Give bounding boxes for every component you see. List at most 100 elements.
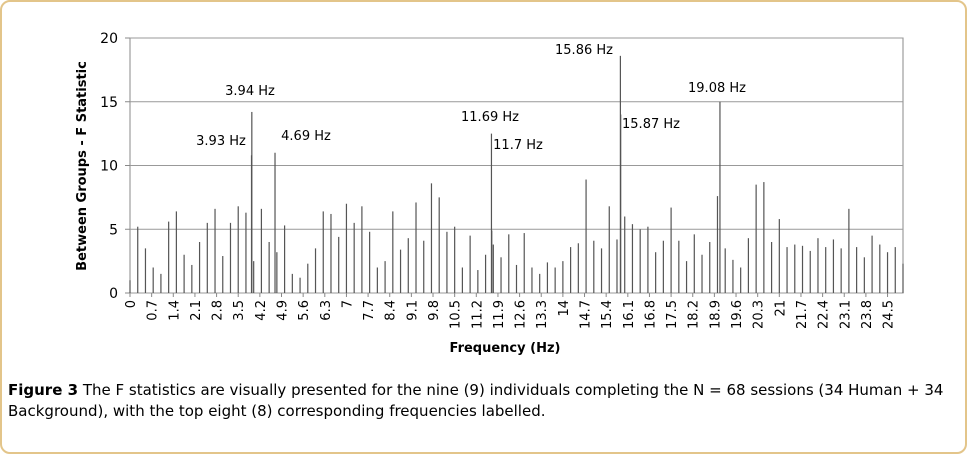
bar <box>620 114 622 293</box>
bar <box>709 242 711 293</box>
bar <box>152 267 154 293</box>
x-tick-label: 14.7 <box>579 300 594 329</box>
bar <box>338 236 340 293</box>
bar <box>894 247 896 293</box>
x-tick-label: 6.3 <box>319 300 334 321</box>
bar <box>251 111 253 293</box>
bar <box>608 206 610 293</box>
bar <box>879 244 881 293</box>
x-tick-label: 0 <box>124 300 139 308</box>
bar <box>740 267 742 293</box>
x-tick-label: 18.9 <box>708 300 723 329</box>
bar <box>454 226 456 293</box>
bar <box>546 262 549 293</box>
bar <box>871 235 873 293</box>
y-tick-label: 10 <box>100 159 118 175</box>
bar <box>747 238 749 293</box>
bar <box>276 252 278 293</box>
y-tick-label: 15 <box>100 95 118 111</box>
bar <box>423 240 425 293</box>
y-tick-label: 5 <box>109 222 118 238</box>
x-tick-label: 16.1 <box>622 300 637 329</box>
bar <box>307 263 309 293</box>
bar <box>856 247 858 293</box>
bar <box>314 248 317 293</box>
bar <box>693 234 695 293</box>
bar <box>384 261 386 293</box>
bar <box>245 212 247 293</box>
bar <box>222 256 224 293</box>
peak-annotation: 3.93 Hz <box>196 134 246 149</box>
chart: Frequency (Hz) Between Groups - F Statis… <box>75 31 904 356</box>
bar <box>253 261 255 293</box>
bar <box>585 179 587 293</box>
peak-annotation: 11.69 Hz <box>461 110 519 125</box>
bar <box>183 254 185 293</box>
bar <box>616 239 618 293</box>
bar <box>794 244 796 293</box>
x-tick-label: 3.5 <box>232 300 247 321</box>
bar <box>647 226 649 293</box>
bar <box>508 234 510 293</box>
bar <box>345 203 348 293</box>
bar <box>639 229 641 293</box>
bar <box>531 267 533 293</box>
bar <box>392 211 394 293</box>
bar <box>477 270 479 293</box>
x-tick-label: 11.2 <box>470 300 485 329</box>
bar <box>886 252 889 293</box>
caption-text: The F statistics are visually presented … <box>8 381 944 420</box>
bar <box>719 101 721 293</box>
peak-annotation: 19.08 Hz <box>688 81 746 96</box>
x-tick-label: 1.4 <box>167 300 182 321</box>
bar <box>144 248 147 293</box>
bar <box>284 225 286 293</box>
bar <box>353 222 355 293</box>
bar <box>361 206 363 293</box>
bar <box>840 248 842 293</box>
x-tick-label: 9.8 <box>427 300 442 321</box>
bar <box>376 267 378 293</box>
peak-annotation: 3.94 Hz <box>225 84 275 99</box>
bar <box>175 211 177 293</box>
x-tick-label: 4.9 <box>276 300 291 321</box>
bar <box>491 230 493 293</box>
bar <box>786 247 788 293</box>
bar <box>214 208 216 293</box>
bar <box>716 196 719 293</box>
x-tick-label: 15.4 <box>600 300 615 329</box>
bar <box>809 250 811 293</box>
bar <box>492 244 494 293</box>
bar <box>484 254 487 293</box>
bar <box>554 267 556 293</box>
x-tick-label: 23.8 <box>860 300 875 329</box>
bar <box>801 245 804 293</box>
bar <box>770 242 773 293</box>
bar <box>268 242 270 293</box>
bar <box>438 197 440 293</box>
bar <box>624 216 626 293</box>
bar <box>330 213 332 293</box>
caption-label: Figure 3 <box>8 381 79 399</box>
x-tick-label: 14 <box>557 300 572 317</box>
x-tick-label: 7 <box>340 300 355 308</box>
peak-annotation: 15.86 Hz <box>555 43 613 58</box>
bar <box>523 233 525 293</box>
bar <box>515 264 518 293</box>
y-tick-label: 0 <box>109 286 118 302</box>
x-tick-label: 10.5 <box>449 300 464 329</box>
bar <box>863 257 865 293</box>
bar <box>461 267 463 293</box>
y-tick-label: 20 <box>100 31 118 47</box>
x-tick-label: 9.1 <box>405 300 420 321</box>
bar <box>732 259 734 293</box>
x-tick-label: 0.7 <box>146 300 161 321</box>
x-tick-label: 20.3 <box>752 300 767 329</box>
x-tick-label: 5.6 <box>297 300 312 321</box>
x-tick-label: 13.3 <box>535 300 550 329</box>
x-tick-label: 2.1 <box>189 300 204 321</box>
bar <box>469 235 471 293</box>
caption: Figure 3 The F statistics are visually p… <box>8 380 948 422</box>
x-tick-label: 18.2 <box>687 300 702 329</box>
